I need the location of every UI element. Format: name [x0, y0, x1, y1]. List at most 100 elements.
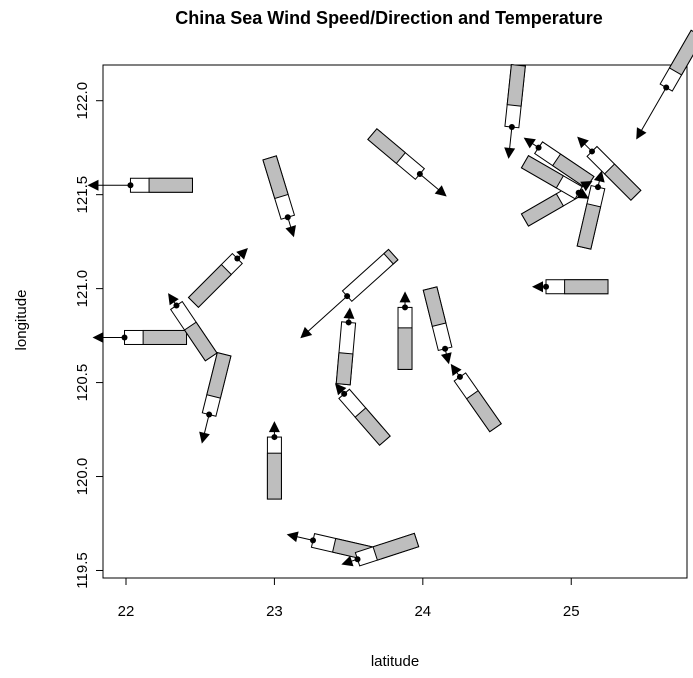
- station-point: [442, 345, 449, 352]
- arrow-head: [286, 531, 299, 543]
- y-axis-label: longitude: [13, 290, 30, 351]
- arrow-head: [300, 326, 313, 339]
- x-tick-label: 25: [563, 603, 580, 620]
- temperature-fill: [564, 279, 609, 295]
- arrow-head: [334, 383, 347, 396]
- arrow-head: [450, 363, 462, 376]
- wind-glyph: [450, 363, 502, 433]
- wind-glyph: [422, 286, 453, 365]
- arrow-head: [168, 293, 179, 306]
- arrow-head: [532, 281, 544, 293]
- wind-glyph: [397, 291, 413, 370]
- arrow-head: [92, 331, 104, 343]
- temperature-fill: [383, 248, 399, 265]
- wind-glyph: [168, 293, 218, 362]
- station-point: [173, 302, 180, 309]
- y-tick-label: 119.5: [74, 552, 91, 588]
- x-tick-label: 23: [266, 603, 283, 620]
- wind-glyph: [300, 248, 399, 339]
- arrow-head: [434, 185, 447, 197]
- temperature-fill: [668, 29, 693, 76]
- x-tick-label: 24: [414, 603, 431, 620]
- arrow-head: [504, 147, 516, 159]
- station-point: [416, 170, 423, 177]
- wind-glyph: [262, 155, 296, 238]
- station-point: [589, 148, 596, 155]
- wind-glyph: [504, 64, 526, 159]
- station-point: [121, 334, 128, 341]
- station-point: [310, 537, 317, 544]
- arrow-head: [341, 555, 354, 567]
- station-point: [402, 304, 409, 311]
- y-tick-label: 122.0: [74, 82, 91, 120]
- y-tick-label: 120.0: [74, 458, 91, 496]
- station-point: [284, 214, 291, 221]
- temperature-fill: [183, 321, 218, 362]
- temperature-fill: [262, 155, 289, 200]
- chart-title: China Sea Wind Speed/Direction and Tempe…: [175, 8, 603, 28]
- station-point: [543, 283, 550, 290]
- y-tick-label: 121.0: [74, 270, 91, 308]
- temperature-fill: [266, 452, 282, 500]
- arrow-head: [523, 137, 536, 149]
- x-axis-label: latitude: [371, 653, 419, 670]
- temperature-fill: [206, 352, 232, 399]
- station-point: [575, 189, 582, 196]
- arrow-head: [343, 307, 355, 319]
- station-point: [456, 373, 463, 380]
- y-tick-label: 121.5: [74, 176, 91, 214]
- arrow-head: [580, 181, 593, 192]
- temperature-fill: [187, 263, 233, 309]
- temperature-fill: [465, 389, 502, 433]
- wind-glyph: [187, 247, 248, 309]
- arrow-head: [636, 127, 647, 140]
- arrow-head: [285, 225, 296, 238]
- wind-arrow: [637, 87, 667, 137]
- wind-glyph: [199, 352, 232, 444]
- wind-glyph: [92, 329, 188, 345]
- station-point: [344, 293, 351, 300]
- arrow-head: [593, 170, 605, 183]
- temperature-fill: [520, 193, 565, 227]
- temperature-fill: [397, 327, 413, 370]
- station-point: [127, 182, 134, 189]
- station-point: [345, 319, 352, 326]
- temperature-fill: [367, 128, 407, 165]
- station-point: [271, 434, 278, 441]
- arrow-head: [576, 188, 590, 199]
- wind-glyph: [367, 128, 447, 197]
- station-point: [341, 390, 348, 397]
- wind-glyph: [341, 532, 420, 567]
- arrow-head: [87, 179, 99, 191]
- station-point: [354, 556, 361, 563]
- station-point: [594, 184, 601, 191]
- temperature-fill: [576, 203, 602, 250]
- station-point: [234, 255, 241, 262]
- station-point: [663, 84, 670, 91]
- wind-glyph: [266, 421, 282, 500]
- temperature-fill: [520, 155, 565, 189]
- arrow-head: [199, 431, 210, 444]
- wind-glyph: [576, 170, 606, 250]
- temperature-fill: [142, 329, 188, 345]
- temperature-fill: [335, 352, 354, 386]
- arrow-head: [399, 291, 411, 303]
- wind-glyph: [334, 383, 391, 446]
- temperature-fill: [354, 407, 391, 446]
- station-point: [206, 411, 213, 418]
- temperature-fill: [506, 64, 526, 107]
- temperature-fill: [422, 286, 447, 327]
- temperature-fill: [603, 163, 642, 201]
- wind-glyph: [87, 177, 193, 193]
- wind-glyph: [532, 279, 609, 295]
- station-point: [508, 124, 515, 131]
- wind-arrow: [302, 295, 348, 336]
- temperature-fill: [148, 177, 193, 193]
- x-tick-label: 22: [118, 603, 135, 620]
- arrow-head: [440, 352, 452, 365]
- y-tick-label: 120.5: [74, 364, 91, 402]
- arrow-head: [268, 421, 280, 433]
- wind-glyph: [335, 307, 357, 386]
- station-point: [535, 144, 542, 151]
